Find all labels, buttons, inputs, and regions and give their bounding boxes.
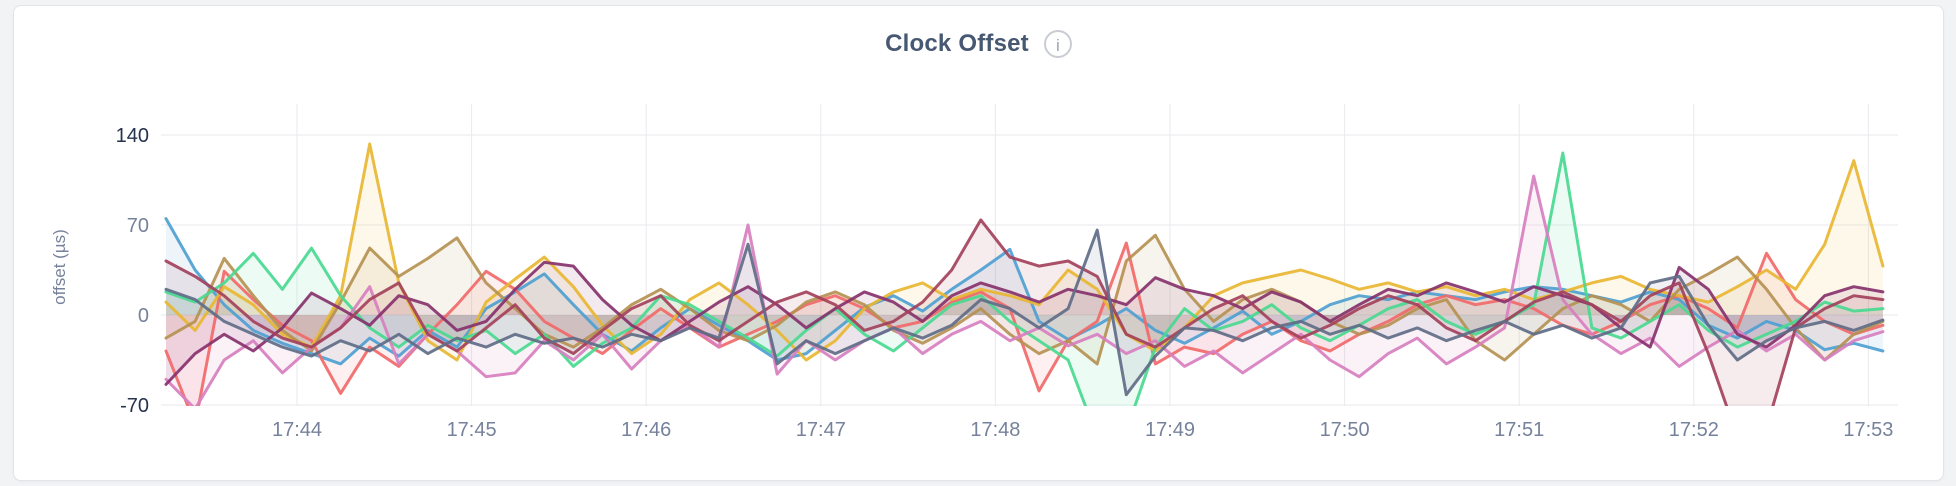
x-tick-label: 17:50 <box>1320 419 1370 441</box>
series-group <box>164 142 1885 437</box>
x-tick-label: 17:48 <box>970 419 1020 441</box>
series-line-node-2[interactable] <box>164 241 1885 424</box>
x-tick-label: 17:53 <box>1843 419 1893 441</box>
y-axis-title: offset (µs) <box>50 229 69 305</box>
series-area-node-1 <box>166 218 1883 364</box>
x-tick-label: 17:49 <box>1145 419 1195 441</box>
y-tick-label: -70 <box>120 395 149 417</box>
x-tick-label: 17:44 <box>272 419 322 441</box>
series-area-node-5 <box>166 153 1883 406</box>
y-tick-label: 140 <box>116 125 149 147</box>
series-area-node-3 <box>166 144 1883 360</box>
series-area-node-6 <box>166 176 1883 406</box>
info-icon[interactable]: i <box>1043 30 1072 58</box>
x-tick-label: 17:51 <box>1494 419 1544 441</box>
series-area-node-8 <box>166 219 1883 406</box>
x-tick-label: 17:45 <box>447 419 497 441</box>
series-line-node-4[interactable] <box>164 233 1885 366</box>
clock-offset-chart: 140 70 0 -70 17:44 17:45 17:46 17:47 17:48 17:49 1… <box>50 104 1898 441</box>
series-line-node-3[interactable] <box>164 142 1885 362</box>
clock-offset-card: Clock Offset i 140 70 0 -70 17:44 17:45 17:46 1… <box>13 5 1944 481</box>
x-tick-label: 17:46 <box>621 419 671 441</box>
series-line-node-8[interactable] <box>164 218 1885 437</box>
x-tick-label: 17:47 <box>796 419 846 441</box>
series-line-node-9[interactable] <box>164 228 1885 397</box>
series-area-node-2 <box>166 243 1883 406</box>
chart-title: Clock Offset <box>885 30 1029 57</box>
y-tick-label: 70 <box>127 215 149 237</box>
x-tick-label: 17:52 <box>1669 419 1719 441</box>
chart-header: Clock Offset i <box>14 30 1943 58</box>
y-tick-label: 0 <box>138 305 149 327</box>
series-line-node-5[interactable] <box>164 151 1885 437</box>
